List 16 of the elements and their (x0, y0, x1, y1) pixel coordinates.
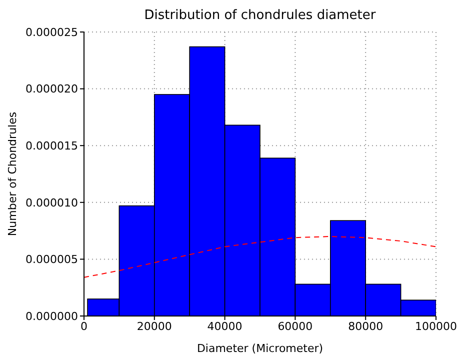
x-tick-label: 40000 (207, 320, 242, 333)
y-axis-title: Number of Chondrules (6, 112, 19, 236)
y-tick-label: 0.000000 (26, 310, 78, 323)
y-tick-label: 0.000020 (26, 82, 78, 96)
x-axis-title: Diameter (Micrometer) (196, 342, 324, 355)
line-series (84, 236, 436, 278)
x-tick-label: 60000 (278, 320, 313, 333)
x-tick-label: 100000 (415, 320, 457, 333)
x-tick-label: 0 (80, 320, 88, 333)
chart-title: Distribution of chondrules diameter (143, 8, 377, 25)
y-tick-label: 0.000025 (26, 26, 78, 39)
y-tick-label: 0.000015 (26, 140, 78, 153)
x-tick-label: 20000 (136, 320, 172, 333)
y-tick-label: 0.000010 (26, 196, 78, 210)
x-tick-label: 80000 (348, 320, 384, 333)
y-tick-label: 0.000005 (26, 253, 78, 266)
